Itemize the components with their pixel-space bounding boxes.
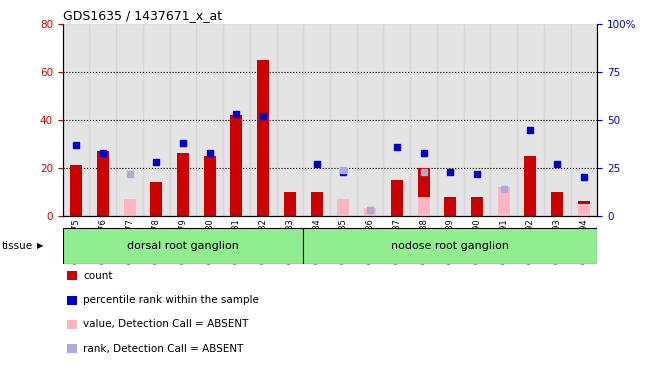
Bar bbox=[150, 182, 162, 216]
Bar bbox=[490, 24, 517, 216]
Bar bbox=[551, 192, 563, 216]
Bar bbox=[63, 24, 90, 216]
Bar bbox=[356, 24, 383, 216]
Bar bbox=[418, 168, 430, 216]
Text: tissue: tissue bbox=[1, 241, 32, 250]
Bar bbox=[67, 271, 77, 280]
Bar bbox=[197, 24, 223, 216]
Bar bbox=[230, 115, 242, 216]
Bar bbox=[471, 196, 483, 216]
Bar bbox=[578, 201, 590, 216]
Text: dorsal root ganglion: dorsal root ganglion bbox=[127, 241, 239, 250]
Bar bbox=[204, 156, 216, 216]
Bar bbox=[570, 24, 597, 216]
Bar bbox=[498, 187, 510, 216]
Bar bbox=[418, 196, 430, 216]
Bar bbox=[177, 153, 189, 216]
Bar bbox=[463, 24, 490, 216]
Bar bbox=[330, 24, 356, 216]
Bar bbox=[170, 24, 197, 216]
Bar bbox=[90, 24, 116, 216]
Text: nodose root ganglion: nodose root ganglion bbox=[391, 241, 510, 250]
Bar bbox=[223, 24, 249, 216]
Text: rank, Detection Call = ABSENT: rank, Detection Call = ABSENT bbox=[83, 344, 244, 354]
Bar bbox=[578, 204, 590, 216]
Bar bbox=[67, 320, 77, 329]
Text: percentile rank within the sample: percentile rank within the sample bbox=[83, 295, 259, 305]
Bar bbox=[143, 24, 170, 216]
Text: value, Detection Call = ABSENT: value, Detection Call = ABSENT bbox=[83, 320, 249, 329]
Bar bbox=[116, 24, 143, 216]
Text: ▶: ▶ bbox=[37, 241, 44, 250]
Bar bbox=[97, 151, 109, 216]
Bar bbox=[123, 199, 135, 216]
Bar bbox=[517, 24, 544, 216]
Bar bbox=[284, 192, 296, 216]
FancyBboxPatch shape bbox=[63, 228, 304, 264]
Bar bbox=[277, 24, 304, 216]
Bar bbox=[67, 344, 77, 353]
Text: count: count bbox=[83, 271, 113, 280]
Bar bbox=[391, 180, 403, 216]
Bar bbox=[67, 296, 77, 304]
Bar bbox=[544, 24, 571, 216]
Bar bbox=[250, 24, 277, 216]
Text: GDS1635 / 1437671_x_at: GDS1635 / 1437671_x_at bbox=[63, 9, 222, 22]
Bar bbox=[444, 196, 456, 216]
FancyBboxPatch shape bbox=[304, 228, 597, 264]
Bar bbox=[257, 60, 269, 216]
Bar bbox=[525, 156, 537, 216]
Bar bbox=[383, 24, 411, 216]
Bar bbox=[70, 165, 82, 216]
Bar bbox=[304, 24, 330, 216]
Bar bbox=[364, 209, 376, 216]
Bar bbox=[437, 24, 464, 216]
Bar bbox=[337, 199, 349, 216]
Bar bbox=[311, 192, 323, 216]
Bar bbox=[411, 24, 437, 216]
